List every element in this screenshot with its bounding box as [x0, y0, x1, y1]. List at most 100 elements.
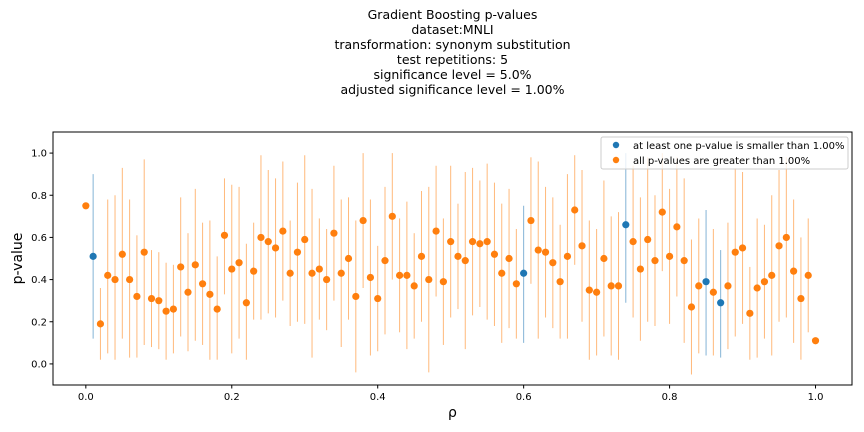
point-greater-than-threshold [447, 238, 455, 246]
point-greater-than-threshold [286, 269, 294, 277]
point-smaller-than-threshold [622, 221, 630, 229]
point-greater-than-threshold [374, 294, 382, 303]
point-greater-than-threshold [695, 282, 703, 290]
point-greater-than-threshold [658, 208, 666, 216]
point-greater-than-threshold [512, 280, 520, 288]
point-greater-than-threshold [490, 250, 499, 258]
title-line: transformation: synonym substitution [334, 37, 571, 52]
point-greater-than-threshold [366, 273, 375, 282]
y-axis-ticks: 0.0 0.2 0.4 0.6 0.8 1.0 [31, 149, 53, 370]
point-greater-than-threshold [790, 267, 798, 275]
point-greater-than-threshold [82, 202, 90, 210]
point-greater-than-threshold [483, 238, 491, 246]
point-greater-than-threshold [746, 309, 754, 317]
point-greater-than-threshold [527, 216, 535, 225]
point-greater-than-threshold [673, 223, 681, 231]
legend-entry-smaller: at least one p-value is smaller than 1.0… [633, 141, 844, 152]
point-greater-than-threshold [644, 235, 652, 244]
point-greater-than-threshold [169, 305, 177, 313]
y-tick-label: 0.6 [31, 233, 47, 244]
point-greater-than-threshold [410, 282, 418, 290]
point-greater-than-threshold [257, 233, 265, 242]
legend-box [600, 136, 849, 170]
point-greater-than-threshold [352, 292, 360, 301]
point-greater-than-threshold [600, 254, 608, 263]
point-greater-than-threshold [629, 238, 637, 246]
point-greater-than-threshold [104, 271, 112, 279]
point-greater-than-threshold [571, 206, 579, 214]
point-greater-than-threshold [797, 294, 805, 303]
point-greater-than-threshold [665, 252, 674, 260]
point-smaller-than-threshold [520, 269, 528, 277]
point-greater-than-threshold [578, 242, 586, 250]
point-greater-than-threshold [753, 284, 761, 292]
point-greater-than-threshold [593, 288, 601, 296]
point-smaller-than-threshold [89, 252, 97, 260]
point-greater-than-threshold [636, 265, 644, 273]
x-tick-label: 0.6 [516, 392, 532, 403]
point-greater-than-threshold [133, 292, 141, 301]
x-axis-ticks: 0.0 0.2 0.4 0.6 0.8 1.0 [78, 385, 824, 403]
point-greater-than-threshold [381, 257, 389, 265]
point-greater-than-threshold [425, 275, 433, 284]
point-greater-than-threshold [250, 267, 258, 275]
point-greater-than-threshold [118, 250, 126, 258]
x-tick-label: 0.8 [662, 392, 678, 403]
point-greater-than-threshold [476, 240, 484, 248]
point-greater-than-threshold [556, 278, 564, 286]
point-greater-than-threshold [709, 288, 717, 296]
point-greater-than-threshold [811, 337, 820, 345]
x-tick-label: 0.0 [78, 392, 94, 403]
point-greater-than-threshold [804, 271, 812, 279]
x-axis-label: ρ [448, 405, 457, 421]
point-greater-than-threshold [315, 265, 323, 273]
title-line: dataset:MNLI [411, 22, 494, 37]
point-greater-than-threshold [279, 227, 287, 235]
error-bars [92, 153, 809, 375]
y-tick-label: 0.4 [31, 275, 47, 286]
point-greater-than-threshold [549, 259, 557, 267]
point-greater-than-threshold [468, 238, 477, 246]
point-greater-than-threshold [359, 216, 367, 225]
title-line: adjusted significance level = 1.00% [340, 82, 565, 97]
point-greater-than-threshold [461, 257, 469, 265]
data-points [82, 202, 820, 345]
point-greater-than-threshold [687, 303, 696, 311]
point-greater-than-threshold [235, 259, 243, 267]
point-greater-than-threshold [439, 278, 447, 286]
legend-entry-greater: all p-values are greater than 1.00% [633, 156, 810, 167]
point-greater-than-threshold [760, 278, 769, 286]
point-greater-than-threshold [198, 280, 207, 288]
point-greater-than-threshold [228, 265, 236, 273]
point-greater-than-threshold [417, 252, 426, 260]
y-tick-label: 1.0 [31, 149, 47, 160]
point-greater-than-threshold [330, 229, 338, 237]
point-greater-than-threshold [206, 290, 214, 298]
point-greater-than-threshold [731, 248, 739, 256]
point-greater-than-threshold [768, 271, 776, 279]
y-tick-label: 0.0 [31, 359, 47, 370]
point-greater-than-threshold [184, 288, 192, 296]
point-greater-than-threshold [220, 231, 229, 239]
point-greater-than-threshold [301, 235, 309, 244]
point-greater-than-threshold [775, 242, 783, 250]
point-greater-than-threshold [614, 282, 623, 290]
y-tick-label: 0.2 [31, 317, 47, 328]
point-greater-than-threshold [213, 305, 221, 313]
point-greater-than-threshold [177, 263, 185, 271]
point-greater-than-threshold [155, 297, 163, 305]
point-smaller-than-threshold [702, 278, 710, 286]
point-greater-than-threshold [337, 269, 345, 277]
point-greater-than-threshold [395, 271, 404, 279]
point-greater-than-threshold [111, 275, 119, 284]
x-tick-label: 1.0 [808, 392, 824, 403]
plot-frame [52, 131, 853, 386]
point-greater-than-threshold [432, 227, 440, 235]
point-greater-than-threshold [738, 244, 747, 252]
point-greater-than-threshold [534, 246, 542, 254]
title-line: significance level = 5.0% [373, 67, 532, 82]
y-axis-label: p-value [10, 233, 26, 285]
point-greater-than-threshold [271, 244, 280, 252]
point-greater-than-threshold [140, 248, 148, 256]
